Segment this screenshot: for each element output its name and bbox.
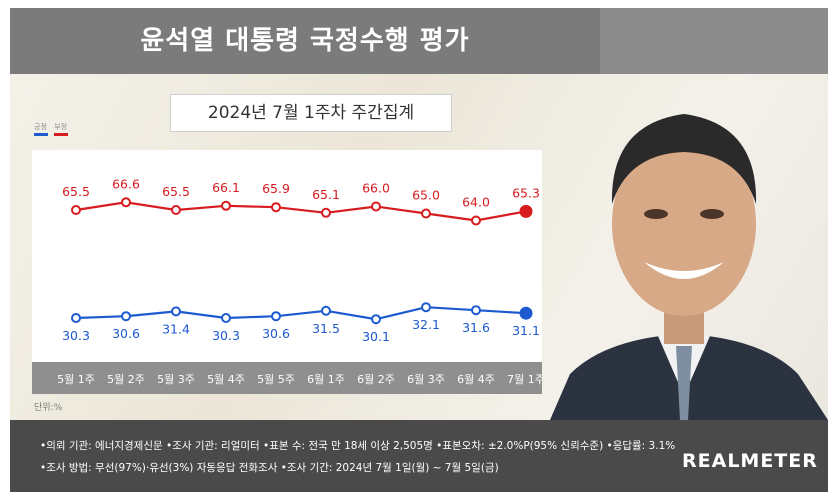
point-positive-7 bbox=[371, 314, 381, 325]
line-chart: 65.5 66.6 65.5 66.1 65.9 65.1 66.0 65.0 64.0 65.3… bbox=[62, 176, 540, 344]
value-label-positive-8: 32.1 bbox=[412, 317, 440, 332]
point-negative-8 bbox=[421, 208, 431, 219]
president-portrait bbox=[550, 114, 828, 420]
realmeter-logo: REALMETER bbox=[682, 450, 818, 472]
series-line-negative bbox=[75, 201, 527, 222]
value-label-positive-1: 30.3 bbox=[62, 328, 90, 343]
value-label-positive-5: 30.6 bbox=[262, 326, 290, 341]
footer-survey-info: •의뢰 기관: 에너지경제신문 •조사 기관: 리얼미터 •표본 수: 전국 만… bbox=[40, 440, 676, 452]
value-label-positive-3: 31.4 bbox=[162, 321, 190, 336]
point-positive-1 bbox=[71, 313, 81, 323]
point-negative-7 bbox=[371, 201, 381, 212]
legend-label-positive: 긍정 bbox=[34, 123, 47, 131]
x-tick-label-6: 6월 1주 bbox=[307, 373, 345, 386]
x-tick-label-4: 5월 4주 bbox=[207, 373, 245, 386]
footer-survey-method: •조사 방법: 무선(97%)·유선(3%) 자동응답 전화조사 •조사 기간:… bbox=[40, 462, 499, 474]
title-band-right bbox=[600, 8, 828, 74]
point-negative-9 bbox=[471, 215, 481, 226]
legend-item-negative: 부정 bbox=[54, 122, 69, 136]
legend-swatch-positive bbox=[34, 133, 48, 136]
point-positive-2 bbox=[121, 311, 131, 322]
x-tick-label-8: 6월 3주 bbox=[407, 373, 445, 386]
unit-label: 단위:% bbox=[34, 403, 63, 413]
point-positive-9 bbox=[471, 305, 481, 316]
legend-label-negative: 부정 bbox=[54, 123, 68, 131]
value-label-negative-8: 65.0 bbox=[412, 188, 440, 203]
value-label-negative-7: 66.0 bbox=[362, 181, 390, 196]
point-negative-10 bbox=[519, 204, 533, 218]
series-line-positive bbox=[75, 306, 527, 321]
x-tick-label-10: 7월 1주 bbox=[507, 373, 542, 386]
value-label-positive-2: 30.6 bbox=[112, 326, 140, 341]
x-axis-band bbox=[32, 362, 542, 394]
value-label-negative-10: 65.3 bbox=[512, 185, 540, 200]
x-tick-label-9: 6월 4주 bbox=[457, 373, 495, 386]
point-negative-1 bbox=[71, 205, 81, 215]
title-band bbox=[10, 8, 600, 74]
chart-subtitle: 2024년 7월 1주차 주간집계 bbox=[170, 94, 452, 132]
value-label-negative-2: 66.6 bbox=[112, 176, 140, 191]
point-positive-8 bbox=[421, 302, 431, 313]
chart-title: 윤석열 대통령 국정수행 평가 bbox=[140, 26, 470, 56]
point-negative-3 bbox=[171, 205, 181, 215]
point-positive-3 bbox=[171, 306, 181, 317]
infographic-frame: 윤석열 대통령 국정수행 평가 2024년 7월 1주차 주간집계 긍정 부정 … bbox=[10, 8, 828, 492]
value-label-positive-9: 31.6 bbox=[462, 320, 490, 335]
point-negative-5 bbox=[271, 202, 281, 213]
legend-swatch-negative bbox=[54, 133, 69, 136]
value-label-positive-7: 30.1 bbox=[362, 329, 390, 344]
value-label-negative-6: 65.1 bbox=[312, 187, 340, 202]
value-label-negative-3: 65.5 bbox=[162, 184, 190, 199]
point-positive-4 bbox=[221, 313, 231, 323]
legend-item-positive: 긍정 bbox=[34, 122, 48, 136]
value-label-negative-9: 64.0 bbox=[462, 195, 490, 210]
value-label-positive-6: 31.5 bbox=[312, 321, 340, 336]
point-positive-5 bbox=[271, 311, 281, 322]
x-tick-label-5: 5월 5주 bbox=[257, 373, 295, 386]
value-label-negative-4: 66.1 bbox=[212, 180, 240, 195]
point-negative-2 bbox=[121, 197, 131, 208]
x-tick-label-7: 6월 2주 bbox=[357, 373, 395, 386]
x-tick-label-2: 5월 2주 bbox=[107, 373, 145, 386]
chart-panel bbox=[32, 150, 542, 362]
x-tick-label-1: 5월 1주 bbox=[57, 373, 95, 386]
legend: 긍정 부정 bbox=[34, 122, 72, 136]
value-label-negative-1: 65.5 bbox=[62, 184, 90, 199]
point-positive-10 bbox=[519, 306, 533, 320]
footer: •의뢰 기관: 에너지경제신문 •조사 기관: 리얼미터 •표본 수: 전국 만… bbox=[10, 420, 828, 492]
point-positive-6 bbox=[321, 305, 331, 316]
x-tick-label-3: 5월 3주 bbox=[157, 373, 195, 386]
x-axis: 5월 1주 5월 2주 5월 3주 5월 4주 5월 5주 6월 1주 6월 2주 6월 3주… bbox=[57, 373, 542, 386]
value-label-positive-4: 30.3 bbox=[212, 328, 240, 343]
point-negative-4 bbox=[221, 200, 231, 211]
point-negative-6 bbox=[321, 207, 331, 218]
value-label-negative-5: 65.9 bbox=[262, 181, 290, 196]
value-label-positive-10: 31.1 bbox=[512, 323, 540, 338]
